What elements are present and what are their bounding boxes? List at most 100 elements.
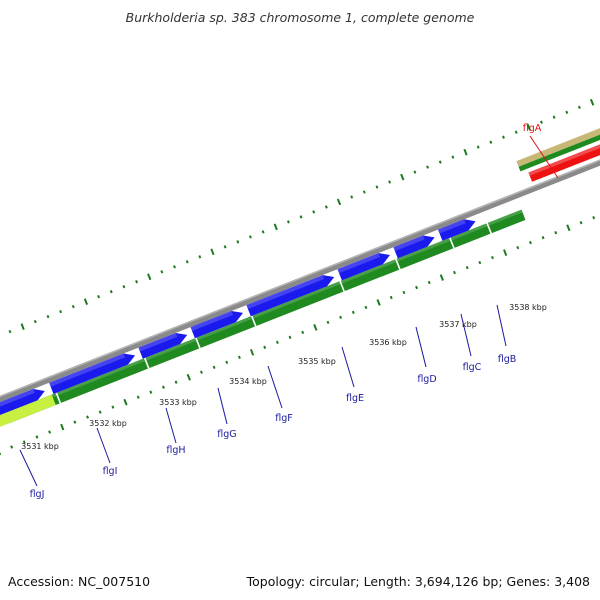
upper-tick-mark: [565, 110, 569, 114]
lower-tick-mark: [389, 295, 393, 300]
lower-tick-mark: [149, 390, 153, 394]
upper-tick-mark: [286, 220, 290, 224]
lower-tick-mark: [10, 445, 14, 449]
lower-tick-mark: [465, 265, 469, 270]
lower-tick-mark: [478, 260, 482, 265]
gene-label: flgA: [523, 123, 542, 134]
upper-tick-mark: [160, 270, 164, 274]
upper-tick-mark: [83, 298, 89, 305]
upper-tick-mark: [451, 155, 455, 159]
gene-leader-line: [415, 326, 427, 368]
lower-tick-mark: [225, 360, 229, 364]
upper-tick-mark: [46, 314, 50, 319]
scale-label: 3537 kbp: [439, 320, 477, 329]
lower-tick-mark: [275, 340, 279, 344]
scale-label: 3533 kbp: [159, 398, 197, 407]
lower-tick-mark: [48, 430, 52, 434]
lower-tick-mark: [427, 280, 431, 285]
lower-tick-mark: [22, 440, 26, 444]
scale-label: 3532 kbp: [89, 419, 127, 428]
gene-boundary: [394, 257, 402, 271]
lower-tick-mark: [326, 320, 330, 325]
reverse-cds-sheen: [5, 209, 523, 416]
upper-tick-mark: [198, 255, 202, 259]
upper-tick-mark: [577, 105, 581, 109]
gene-leader-line: [529, 135, 559, 179]
flga-gene-sheen: [528, 144, 600, 176]
scale-labels: 3531 kbp 3532 kbp 3533 kbp 3534 kbp 3535 kbp…: [21, 303, 547, 451]
lower-tick-mark: [541, 236, 545, 240]
upper-tick-mark: [502, 135, 505, 139]
gene-boundary: [143, 356, 150, 370]
upper-tick-mark: [589, 98, 595, 106]
scale-label: 3538 kbp: [509, 303, 547, 312]
gene-boundary: [485, 221, 493, 235]
forward-cds-arrow: [49, 353, 136, 394]
upper-tick-mark: [489, 140, 493, 144]
gene-label: flgJ: [30, 489, 45, 500]
lower-tick-mark: [174, 380, 178, 384]
forward-cds-arrow: [246, 275, 335, 317]
yellow-feature: [0, 394, 56, 427]
lower-tick-mark: [301, 330, 305, 335]
upper-tick-mark: [109, 290, 113, 294]
upper-tick-mark: [223, 245, 227, 249]
forward-cds-arrow-sheen: [49, 353, 126, 387]
lower-tick-mark: [516, 245, 520, 250]
upper-tick-mark: [210, 248, 215, 256]
upper-tick-mark: [388, 180, 392, 184]
gene-label: flgI: [103, 466, 118, 477]
gene-label: flgC: [463, 362, 482, 373]
upper-tick-mark: [526, 123, 531, 131]
upper-tick-mark: [122, 285, 126, 289]
gene-label: flgB: [498, 354, 517, 365]
feature-tracks: [0, 98, 600, 456]
gene-boundary: [250, 314, 257, 328]
forward-cds-arrow-sheen: [393, 235, 425, 252]
upper-tick-mark: [33, 319, 37, 324]
upper-tick-mark: [438, 160, 442, 164]
lower-tick-mark: [199, 370, 203, 374]
forward-cds-arrow-sheen: [138, 333, 178, 352]
gene-label: flgG: [217, 429, 236, 440]
lower-tick-mark: [60, 423, 65, 431]
upper-tick-mark: [273, 223, 278, 231]
scale-label: 3534 kbp: [229, 377, 267, 386]
upper-tick-mark: [135, 280, 139, 284]
upper-tick-mark: [97, 295, 101, 299]
upper-tick-mark: [324, 205, 328, 209]
upper-tick-mark: [248, 235, 252, 239]
gene-label: flgE: [346, 393, 364, 404]
forward-cds-arrow-sheen: [246, 275, 325, 309]
upper-tick-mark: [59, 309, 63, 314]
upper-tick-mark: [336, 198, 342, 206]
forward-cds-arrow: [138, 333, 188, 359]
gene-leader-line: [267, 365, 283, 409]
upper-tick-mark: [20, 323, 25, 330]
lower-tick-mark: [402, 290, 406, 295]
lower-tick-mark: [123, 398, 128, 406]
upper-tick-mark: [426, 165, 430, 169]
upper-tick-mark: [540, 120, 543, 124]
forward-cds-arrow: [438, 219, 476, 241]
forward-cds-arrow: [337, 253, 390, 281]
upper-tick-mark: [362, 190, 366, 194]
upper-tick-mark: [476, 145, 480, 149]
lower-tick-mark: [288, 335, 292, 340]
lower-tick-mark: [579, 221, 583, 225]
upper-tick-mark: [350, 195, 354, 199]
forward-cds-arrow: [190, 311, 243, 339]
scale-label: 3535 kbp: [298, 357, 336, 366]
gene-leader-line: [165, 407, 177, 444]
genome-stats-label: Topology: circular; Length: 3,694,126 bp…: [246, 574, 590, 589]
lower-tick-mark: [592, 216, 596, 220]
lower-tick-mark: [249, 348, 255, 356]
upper-tick-mark: [8, 329, 12, 334]
lower-tick-mark: [313, 324, 318, 331]
flga-gene-band: [528, 144, 600, 182]
upper-tick-mark: [312, 210, 316, 214]
upper-tick-mark: [400, 173, 405, 181]
lower-tick-mark: [86, 415, 90, 419]
gene-boundary: [448, 236, 456, 250]
